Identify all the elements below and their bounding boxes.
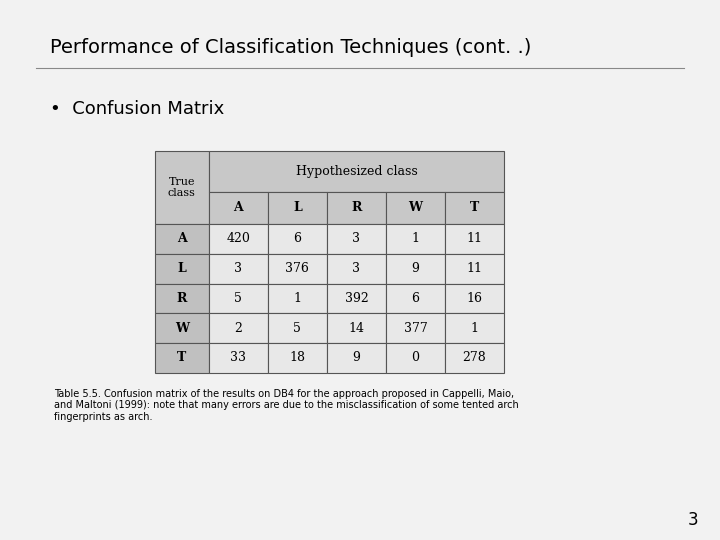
Text: 9: 9 xyxy=(353,351,360,364)
Text: L: L xyxy=(177,262,186,275)
Text: 5: 5 xyxy=(235,292,242,305)
Text: 1: 1 xyxy=(411,232,420,246)
Bar xyxy=(155,284,209,313)
Bar xyxy=(445,192,504,224)
Text: L: L xyxy=(293,201,302,214)
Bar xyxy=(209,151,504,192)
Bar xyxy=(268,343,327,373)
Bar xyxy=(386,192,445,224)
Text: 14: 14 xyxy=(348,321,364,335)
Text: 6: 6 xyxy=(411,292,420,305)
Bar xyxy=(268,313,327,343)
Bar xyxy=(268,284,327,313)
Bar xyxy=(445,224,504,254)
Bar xyxy=(386,224,445,254)
Text: 278: 278 xyxy=(463,351,486,364)
Bar xyxy=(209,192,268,224)
Text: 11: 11 xyxy=(467,232,482,246)
Bar xyxy=(327,254,386,284)
Text: T: T xyxy=(470,201,479,214)
Bar xyxy=(445,343,504,373)
Bar xyxy=(155,224,209,254)
Text: W: W xyxy=(175,321,189,335)
Bar xyxy=(386,254,445,284)
Text: 16: 16 xyxy=(467,292,482,305)
Text: 3: 3 xyxy=(352,232,361,246)
Text: 392: 392 xyxy=(345,292,368,305)
Text: 11: 11 xyxy=(467,262,482,275)
Text: 1: 1 xyxy=(293,292,302,305)
Text: A: A xyxy=(233,201,243,214)
Bar xyxy=(155,313,209,343)
Text: 377: 377 xyxy=(404,321,427,335)
Bar xyxy=(209,284,268,313)
Bar xyxy=(327,192,386,224)
Bar xyxy=(268,192,327,224)
Text: R: R xyxy=(176,292,187,305)
Text: 1: 1 xyxy=(470,321,479,335)
Bar xyxy=(386,313,445,343)
Bar xyxy=(155,151,209,224)
Text: 0: 0 xyxy=(411,351,420,364)
Text: R: R xyxy=(351,201,361,214)
Text: Table 5.5. Confusion matrix of the results on DB4 for the approach proposed in C: Table 5.5. Confusion matrix of the resul… xyxy=(54,389,518,422)
Bar xyxy=(327,343,386,373)
Text: 3: 3 xyxy=(688,511,698,529)
Bar xyxy=(445,254,504,284)
Text: 420: 420 xyxy=(226,232,251,246)
Text: 33: 33 xyxy=(230,351,246,364)
Text: A: A xyxy=(177,232,186,246)
Bar xyxy=(209,343,268,373)
Bar xyxy=(327,284,386,313)
Bar xyxy=(268,254,327,284)
Text: 3: 3 xyxy=(352,262,361,275)
Bar xyxy=(445,284,504,313)
Bar xyxy=(155,343,209,373)
Bar xyxy=(268,224,327,254)
Text: 5: 5 xyxy=(294,321,301,335)
Text: 9: 9 xyxy=(412,262,419,275)
Bar xyxy=(155,254,209,284)
Bar xyxy=(209,224,268,254)
Text: 18: 18 xyxy=(289,351,305,364)
Text: 376: 376 xyxy=(285,262,310,275)
Text: 6: 6 xyxy=(293,232,302,246)
Text: 2: 2 xyxy=(235,321,242,335)
Text: •  Confusion Matrix: • Confusion Matrix xyxy=(50,100,225,118)
Text: Hypothesized class: Hypothesized class xyxy=(295,165,418,178)
Text: True
class: True class xyxy=(168,177,196,199)
Bar xyxy=(386,343,445,373)
Text: Performance of Classification Techniques (cont. .): Performance of Classification Techniques… xyxy=(50,38,532,57)
Text: T: T xyxy=(177,351,186,364)
Text: W: W xyxy=(408,201,423,214)
Bar xyxy=(445,313,504,343)
Text: 3: 3 xyxy=(234,262,243,275)
Bar xyxy=(209,254,268,284)
Bar xyxy=(327,224,386,254)
Bar xyxy=(386,284,445,313)
Bar xyxy=(327,313,386,343)
Bar xyxy=(209,313,268,343)
